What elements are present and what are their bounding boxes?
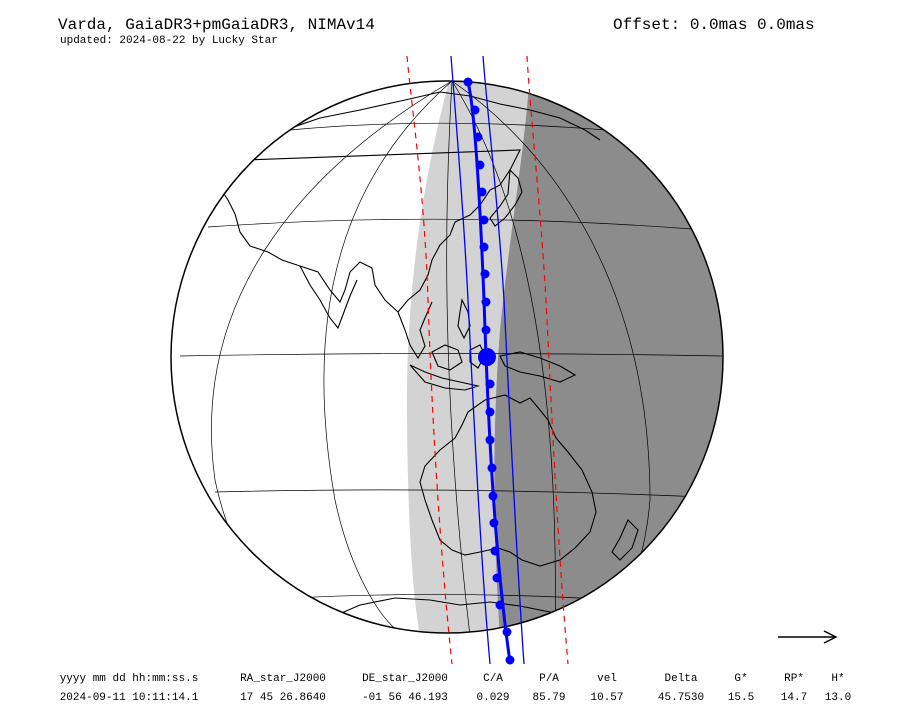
path-dot [479, 242, 489, 252]
path-dot [481, 297, 491, 307]
table-header-cell: vel [597, 673, 617, 685]
path-dot [475, 160, 485, 170]
limit-east [526, 55, 569, 665]
path-dot [480, 269, 490, 279]
latitude-lines [179, 122, 723, 601]
path-dot [502, 627, 512, 637]
path-dot [487, 463, 497, 473]
closest-approach-dot [478, 348, 496, 366]
table-value-cell: 0.029 [476, 692, 510, 704]
path-dot [492, 573, 502, 583]
arrow-right-icon [778, 630, 838, 644]
table-value-cell: -01 56 46.193 [362, 692, 448, 704]
path-dot [485, 407, 495, 417]
path-dot [495, 600, 505, 610]
uncertainty-limits [406, 55, 569, 665]
path-dot [477, 187, 487, 197]
table-value-cell: 14.7 [780, 692, 808, 704]
shadow-limits [450, 55, 525, 665]
path-dot [490, 546, 500, 556]
table-value-cell: 17 45 26.8640 [240, 692, 326, 704]
table-header-cell: RP* [784, 673, 804, 685]
path-dot [489, 518, 499, 528]
path-dot [470, 105, 480, 115]
table-value-cell: 15.5 [727, 692, 755, 704]
new-guinea-coast [499, 351, 577, 383]
antarctica-coast [329, 597, 581, 621]
table-header-cell: Delta [664, 673, 698, 685]
path-dot [485, 435, 495, 445]
table-value-cell: 13.0 [824, 692, 852, 704]
path-dot [479, 215, 489, 225]
path-dot [488, 491, 498, 501]
indochina-coast [397, 301, 433, 360]
table-header-cell: yyyy mm dd hh:mm:ss.s [59, 673, 199, 685]
table-value-cell: 85.79 [532, 692, 566, 704]
map-subtitle: updated: 2024-08-22 by Lucky Star [60, 35, 278, 47]
limit-west [406, 55, 453, 665]
table-header-cell: C/A [483, 673, 503, 685]
body-limit-east [482, 55, 525, 665]
australia-coast [419, 394, 597, 567]
offset-readout: Offset: 0.0mas 0.0mas [613, 16, 815, 34]
body-limit-west [450, 55, 491, 665]
map-title: Varda, GaiaDR3+pmGaiaDR3, NIMAv14 [58, 16, 375, 34]
globe-limb [170, 80, 724, 634]
table-header-cell: P/A [539, 673, 559, 685]
table-header-cell: G* [734, 673, 748, 685]
globe [170, 80, 724, 634]
path-dot [473, 132, 483, 142]
table-header-cell: RA_star_J2000 [240, 673, 326, 685]
new-zealand-coast [611, 519, 639, 561]
table-value-cell: 2024-09-11 10:11:14.1 [59, 692, 199, 704]
india-coast [299, 265, 358, 330]
centrality-dots [463, 77, 515, 665]
path-dot [481, 325, 491, 335]
table-header-cell: DE_star_J2000 [362, 673, 448, 685]
path-dot [505, 655, 515, 665]
coastlines [219, 91, 639, 621]
table-value-cell: 10.57 [590, 692, 624, 704]
japan-coast [489, 168, 523, 227]
path-dot [485, 379, 495, 389]
table-header-cell: H* [831, 673, 845, 685]
path-dot [463, 77, 473, 87]
table-value-cell: 45.7530 [657, 692, 705, 704]
